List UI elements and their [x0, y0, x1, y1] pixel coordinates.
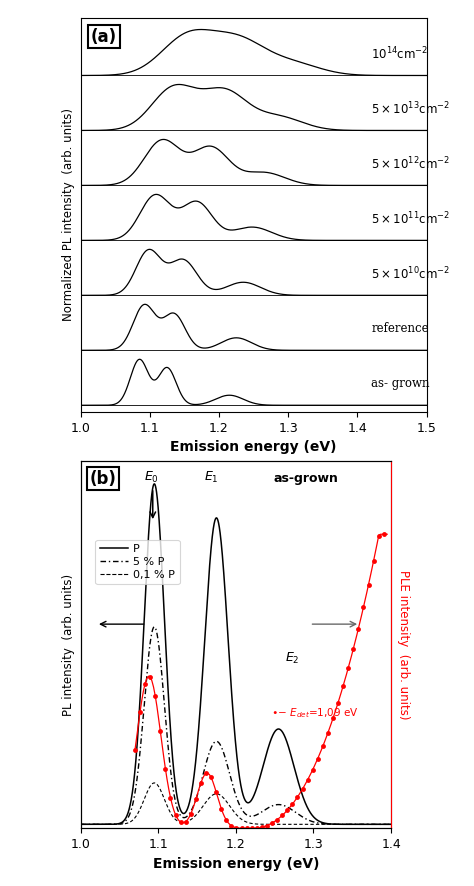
5 % P	[382, 819, 388, 829]
Text: as- grown: as- grown	[371, 377, 430, 391]
0,1 % P	[78, 819, 83, 829]
0,1 % P	[349, 819, 355, 829]
5 % P	[349, 819, 355, 829]
X-axis label: Emission energy (eV): Emission energy (eV)	[170, 440, 337, 455]
0,1 % P	[383, 819, 388, 829]
5 % P	[152, 622, 157, 633]
Text: reference: reference	[371, 323, 429, 336]
Y-axis label: PL intensity  (arb. units): PL intensity (arb. units)	[62, 573, 75, 716]
P	[349, 819, 355, 829]
5 % P	[388, 819, 394, 829]
5 % P	[197, 781, 202, 792]
Text: $E_1$: $E_1$	[204, 470, 219, 485]
P	[132, 770, 137, 781]
0,1 % P	[388, 819, 394, 829]
Text: (b): (b)	[90, 470, 117, 488]
Text: $\bullet$$-$ $E_{det}$=1,09 eV: $\bullet$$-$ $E_{det}$=1,09 eV	[271, 706, 358, 719]
Y-axis label: Normalized PL intensity  (arb. units): Normalized PL intensity (arb. units)	[62, 108, 75, 322]
P	[152, 478, 157, 489]
0,1 % P	[113, 819, 119, 829]
Line: 0,1 % P: 0,1 % P	[81, 783, 391, 824]
P	[78, 819, 83, 829]
0,1 % P	[197, 805, 202, 816]
P	[113, 819, 119, 829]
Text: $5\times10^{10}$cm$^{-2}$: $5\times10^{10}$cm$^{-2}$	[371, 266, 450, 283]
Text: $5\times10^{11}$cm$^{-2}$: $5\times10^{11}$cm$^{-2}$	[371, 211, 450, 228]
0,1 % P	[330, 819, 336, 829]
Legend: P, 5 % P, 0,1 % P: P, 5 % P, 0,1 % P	[95, 540, 180, 584]
P	[382, 819, 388, 829]
X-axis label: Emission energy (eV): Emission energy (eV)	[153, 857, 319, 871]
5 % P	[113, 819, 119, 829]
Text: $E_2$: $E_2$	[285, 651, 299, 666]
Text: as-grown: as-grown	[273, 471, 338, 485]
P	[210, 524, 216, 534]
5 % P	[210, 739, 216, 750]
Text: $E_0$: $E_0$	[144, 470, 159, 485]
Line: P: P	[81, 484, 391, 824]
Y-axis label: PLE intensity  (arb. units): PLE intensity (arb. units)	[398, 570, 410, 719]
P	[197, 709, 202, 719]
P	[388, 819, 394, 829]
5 % P	[78, 819, 83, 829]
0,1 % P	[132, 813, 137, 824]
Text: $5\times10^{12}$cm$^{-2}$: $5\times10^{12}$cm$^{-2}$	[371, 156, 450, 173]
Line: 5 % P: 5 % P	[81, 627, 391, 824]
0,1 % P	[152, 778, 157, 789]
Text: (a): (a)	[91, 27, 117, 45]
Text: $5\times10^{13}$cm$^{-2}$: $5\times10^{13}$cm$^{-2}$	[371, 101, 450, 118]
0,1 % P	[210, 789, 216, 800]
5 % P	[132, 791, 137, 802]
Text: $10^{14}$cm$^{-2}$: $10^{14}$cm$^{-2}$	[371, 46, 428, 63]
